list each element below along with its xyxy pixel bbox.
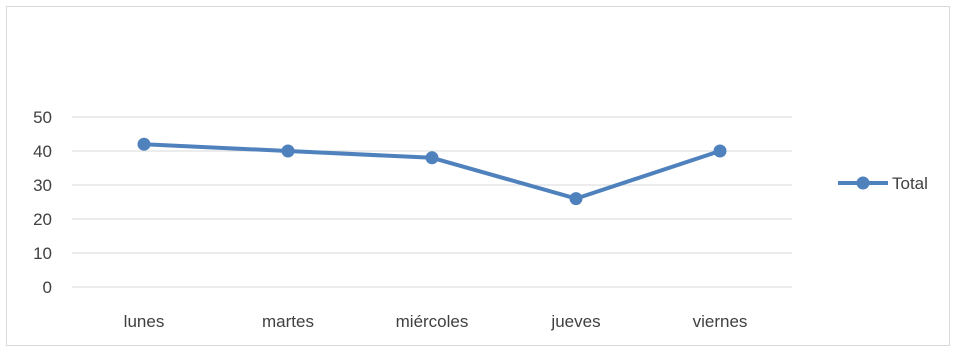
data-point-lunes (137, 137, 151, 151)
gridlines (72, 116, 792, 288)
legend-marker-icon (856, 176, 870, 190)
x-tick-label: jueves (550, 312, 600, 331)
x-tick-label: lunes (124, 312, 165, 331)
y-tick-label: 0 (43, 278, 52, 297)
y-tick-label: 40 (33, 142, 52, 161)
data-point-miércoles (425, 151, 439, 165)
y-tick-label: 30 (33, 176, 52, 195)
chart-area (6, 6, 950, 346)
data-point-viernes (713, 144, 727, 158)
x-tick-label: viernes (693, 312, 748, 331)
x-tick-label: martes (262, 312, 314, 331)
legend-label: Total (892, 174, 928, 193)
series-total (137, 137, 727, 206)
data-point-martes (281, 144, 295, 158)
y-tick-label: 50 (33, 108, 52, 127)
y-tick-label: 10 (33, 244, 52, 263)
y-axis-ticks: 0 10 20 30 40 50 (33, 108, 52, 297)
y-tick-label: 20 (33, 210, 52, 229)
legend: Total (838, 174, 928, 193)
x-axis-categories: lunes martes miércoles jueves viernes (124, 312, 748, 331)
data-point-jueves (569, 192, 583, 206)
x-tick-label: miércoles (396, 312, 469, 331)
